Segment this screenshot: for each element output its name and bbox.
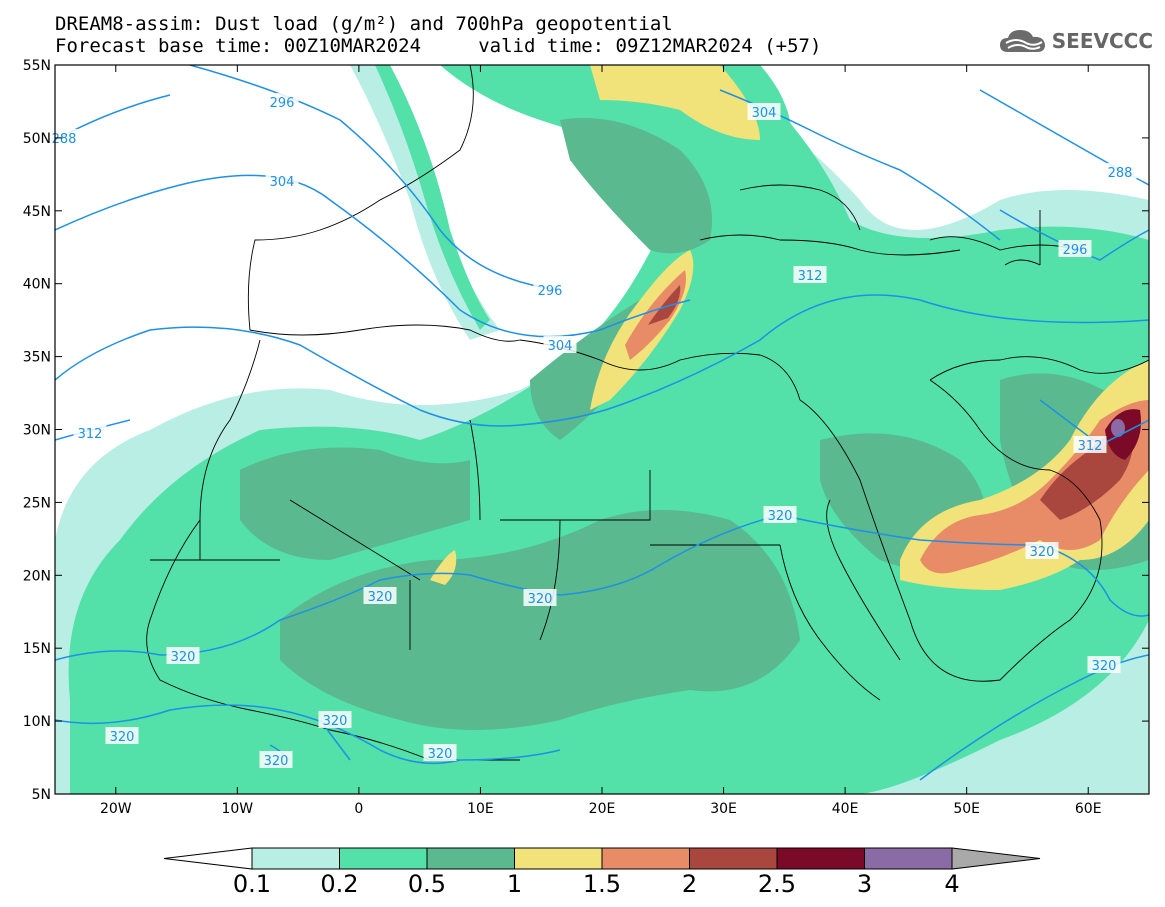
contour-label-bg [793, 266, 827, 283]
lat-tick-label: 50N [23, 131, 51, 147]
contour-label-bg [523, 589, 557, 606]
contour-label: 312 [798, 269, 823, 284]
lon-tick-label: 40E [832, 801, 859, 817]
colorbar-label: 2 [682, 870, 697, 898]
lon-tick-label: 50E [953, 801, 980, 817]
contour-label-bg [265, 172, 299, 189]
colorbar-low-arrow [163, 847, 253, 870]
contour-label: 320 [323, 714, 348, 729]
contour-label: 320 [264, 754, 289, 769]
contour-label-bg [1073, 436, 1107, 453]
contour-label-bg [763, 506, 797, 523]
contour-label-bg [105, 727, 139, 744]
contour-label-bg [318, 711, 352, 728]
contour-label-bg [1103, 163, 1137, 180]
contour-label: 312 [1078, 439, 1103, 454]
colorbar-label: 1 [507, 870, 522, 898]
colorbar-swatch [426, 847, 515, 870]
contour-label: 296 [538, 284, 563, 299]
contour-label: 320 [528, 592, 553, 607]
contour-label-bg [1087, 656, 1121, 673]
colorbar-swatch [864, 847, 953, 870]
colorbar-high-arrow [951, 847, 1041, 870]
axes: 20W 10W 0 10E 20E 30E 40E 50E 60E 55N 50N 45N 40N 35N… [23, 58, 1149, 817]
lon-tick-label: 10W [221, 801, 253, 817]
lat-tick-label: 45N [23, 204, 51, 220]
contour-label: 288 [52, 132, 77, 147]
lat-tick-label: 5N [32, 787, 51, 803]
colorbar-label: 0.2 [320, 870, 358, 898]
contour-label-bg [73, 424, 107, 441]
lat-tick-label: 30N [23, 423, 51, 439]
contour-label: 304 [752, 106, 777, 121]
contour-label: 296 [1063, 243, 1088, 258]
lat-tick-label: 55N [23, 58, 51, 74]
colorbar-label: 1.5 [583, 870, 621, 898]
contour-label-bg [363, 587, 397, 604]
contour-label: 320 [110, 730, 135, 745]
colorbar-swatch [339, 847, 428, 870]
brand-name: SEEVCCC [1051, 29, 1153, 53]
contour-label: 320 [1092, 659, 1117, 674]
lat-tick-label: 20N [23, 568, 51, 584]
contour-label-bg [543, 336, 577, 353]
contour-label: 304 [548, 339, 573, 354]
forecast-time-subtitle: Forecast base time: 00Z10MAR2024 valid t… [55, 35, 822, 57]
colorbar-label: 2.5 [758, 870, 796, 898]
contour-label: 288 [1108, 166, 1133, 181]
contour-label-bg [47, 129, 81, 146]
contour-label: 320 [428, 747, 453, 762]
contour-label: 320 [368, 590, 393, 605]
colorbar: 0.1 0.2 0.5 1 1.5 2 2.5 3 4 [163, 847, 1041, 898]
contour-label: 312 [78, 427, 103, 442]
colorbar-swatch [776, 847, 865, 870]
contour-label-bg [533, 281, 567, 298]
contour-label: 320 [768, 509, 793, 524]
lon-tick-label: 20E [589, 801, 616, 817]
colorbar-label: 0.1 [233, 870, 271, 898]
coastlines [146, 65, 1149, 761]
lat-tick-label: 15N [23, 641, 51, 657]
colorbar-label: 4 [944, 870, 959, 898]
cloud-icon [999, 30, 1045, 52]
contour-label-bg [1058, 240, 1092, 257]
contour-label-bg [259, 751, 293, 768]
lat-tick-label: 25N [23, 495, 51, 511]
contour-labels: 296 288 304 304 296 304 312 312 288 296 312 320 320 3… [47, 93, 1137, 769]
dust-field [55, 65, 1149, 794]
lon-tick-label: 20W [100, 801, 132, 817]
colorbar-swatch [689, 847, 778, 870]
colorbar-swatch [251, 847, 340, 870]
colorbar-swatch [514, 847, 603, 870]
contour-label-bg [747, 103, 781, 120]
contour-label: 296 [270, 96, 295, 111]
lon-tick-label: 30E [710, 801, 737, 817]
map-title: DREAM8-assim: Dust load (g/m²) and 700hP… [55, 13, 673, 35]
lat-tick-label: 10N [23, 714, 51, 730]
contour-label-bg [166, 647, 200, 664]
lon-tick-label: 0 [354, 801, 363, 817]
contour-label: 320 [171, 650, 196, 665]
lon-tick-label: 10E [467, 801, 494, 817]
lat-tick-label: 35N [23, 350, 51, 366]
contour-label-bg [265, 93, 299, 110]
colorbar-label: 0.5 [408, 870, 446, 898]
lat-tick-label: 40N [23, 277, 51, 293]
contour-label-bg [1025, 542, 1059, 559]
colorbar-swatch [601, 847, 690, 870]
colorbar-label: 3 [857, 870, 872, 898]
lon-tick-label: 60E [1075, 801, 1102, 817]
brand-logo: SEEVCCC [998, 28, 1153, 54]
contour-label: 304 [270, 175, 295, 190]
contour-label-bg [423, 744, 457, 761]
contour-label: 320 [1030, 545, 1055, 560]
